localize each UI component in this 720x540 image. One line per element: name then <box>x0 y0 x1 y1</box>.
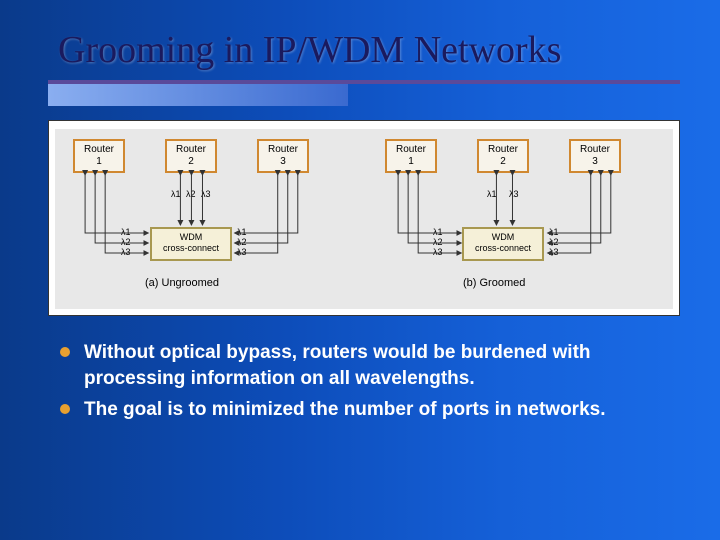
caption-a: (a) Ungroomed <box>145 277 219 289</box>
lambda-label: λ3 <box>509 189 519 199</box>
router-num: 2 <box>167 156 215 168</box>
router-a3: Router 3 <box>257 139 309 173</box>
wdm-a: WDM cross-connect <box>150 227 232 261</box>
lambda-label: λ3 <box>433 247 443 257</box>
bullet-dot-icon <box>60 347 70 357</box>
network-diagram: Router 1 Router 2 Router 3 WDM cross-con… <box>55 129 673 309</box>
bullet-list: Without optical bypass, routers would be… <box>60 340 670 423</box>
router-num: 1 <box>387 156 435 168</box>
bullet-text: The goal is to minimized the number of p… <box>84 397 606 423</box>
router-num: 2 <box>479 156 527 168</box>
lambda-label: λ1 <box>121 227 131 237</box>
bullet-item: The goal is to minimized the number of p… <box>60 397 670 423</box>
router-label: Router <box>387 144 435 156</box>
wdm-b: WDM cross-connect <box>462 227 544 261</box>
lambda-label: λ1 <box>433 227 443 237</box>
accent-bar <box>48 84 348 106</box>
bullet-item: Without optical bypass, routers would be… <box>60 340 670 391</box>
router-label: Router <box>259 144 307 156</box>
router-b3: Router 3 <box>569 139 621 173</box>
wdm-label-bot: cross-connect <box>464 243 542 254</box>
router-num: 1 <box>75 156 123 168</box>
diagram-container: Router 1 Router 2 Router 3 WDM cross-con… <box>48 120 680 316</box>
router-b1: Router 1 <box>385 139 437 173</box>
lambda-label: λ1 <box>549 227 559 237</box>
lambda-label: λ1 <box>487 189 497 199</box>
slide-title: Grooming in IP/WDM Networks <box>0 0 720 80</box>
router-num: 3 <box>259 156 307 168</box>
bullet-text: Without optical bypass, routers would be… <box>84 340 670 391</box>
lambda-label: λ2 <box>186 189 196 199</box>
lambda-label: λ3 <box>237 247 247 257</box>
router-num: 3 <box>571 156 619 168</box>
lambda-label: λ2 <box>433 237 443 247</box>
lambda-label: λ3 <box>121 247 131 257</box>
router-label: Router <box>571 144 619 156</box>
lambda-label: λ1 <box>237 227 247 237</box>
bullet-dot-icon <box>60 404 70 414</box>
router-a2: Router 2 <box>165 139 217 173</box>
lambda-label: λ2 <box>121 237 131 247</box>
router-label: Router <box>167 144 215 156</box>
lambda-label: λ3 <box>201 189 211 199</box>
caption-b: (b) Groomed <box>463 277 525 289</box>
wdm-label-top: WDM <box>152 232 230 243</box>
wdm-label-top: WDM <box>464 232 542 243</box>
lambda-label: λ2 <box>237 237 247 247</box>
wdm-label-bot: cross-connect <box>152 243 230 254</box>
router-label: Router <box>479 144 527 156</box>
lambda-label: λ2 <box>549 237 559 247</box>
router-label: Router <box>75 144 123 156</box>
router-a1: Router 1 <box>73 139 125 173</box>
lambda-label: λ3 <box>549 247 559 257</box>
router-b2: Router 2 <box>477 139 529 173</box>
lambda-label: λ1 <box>171 189 181 199</box>
